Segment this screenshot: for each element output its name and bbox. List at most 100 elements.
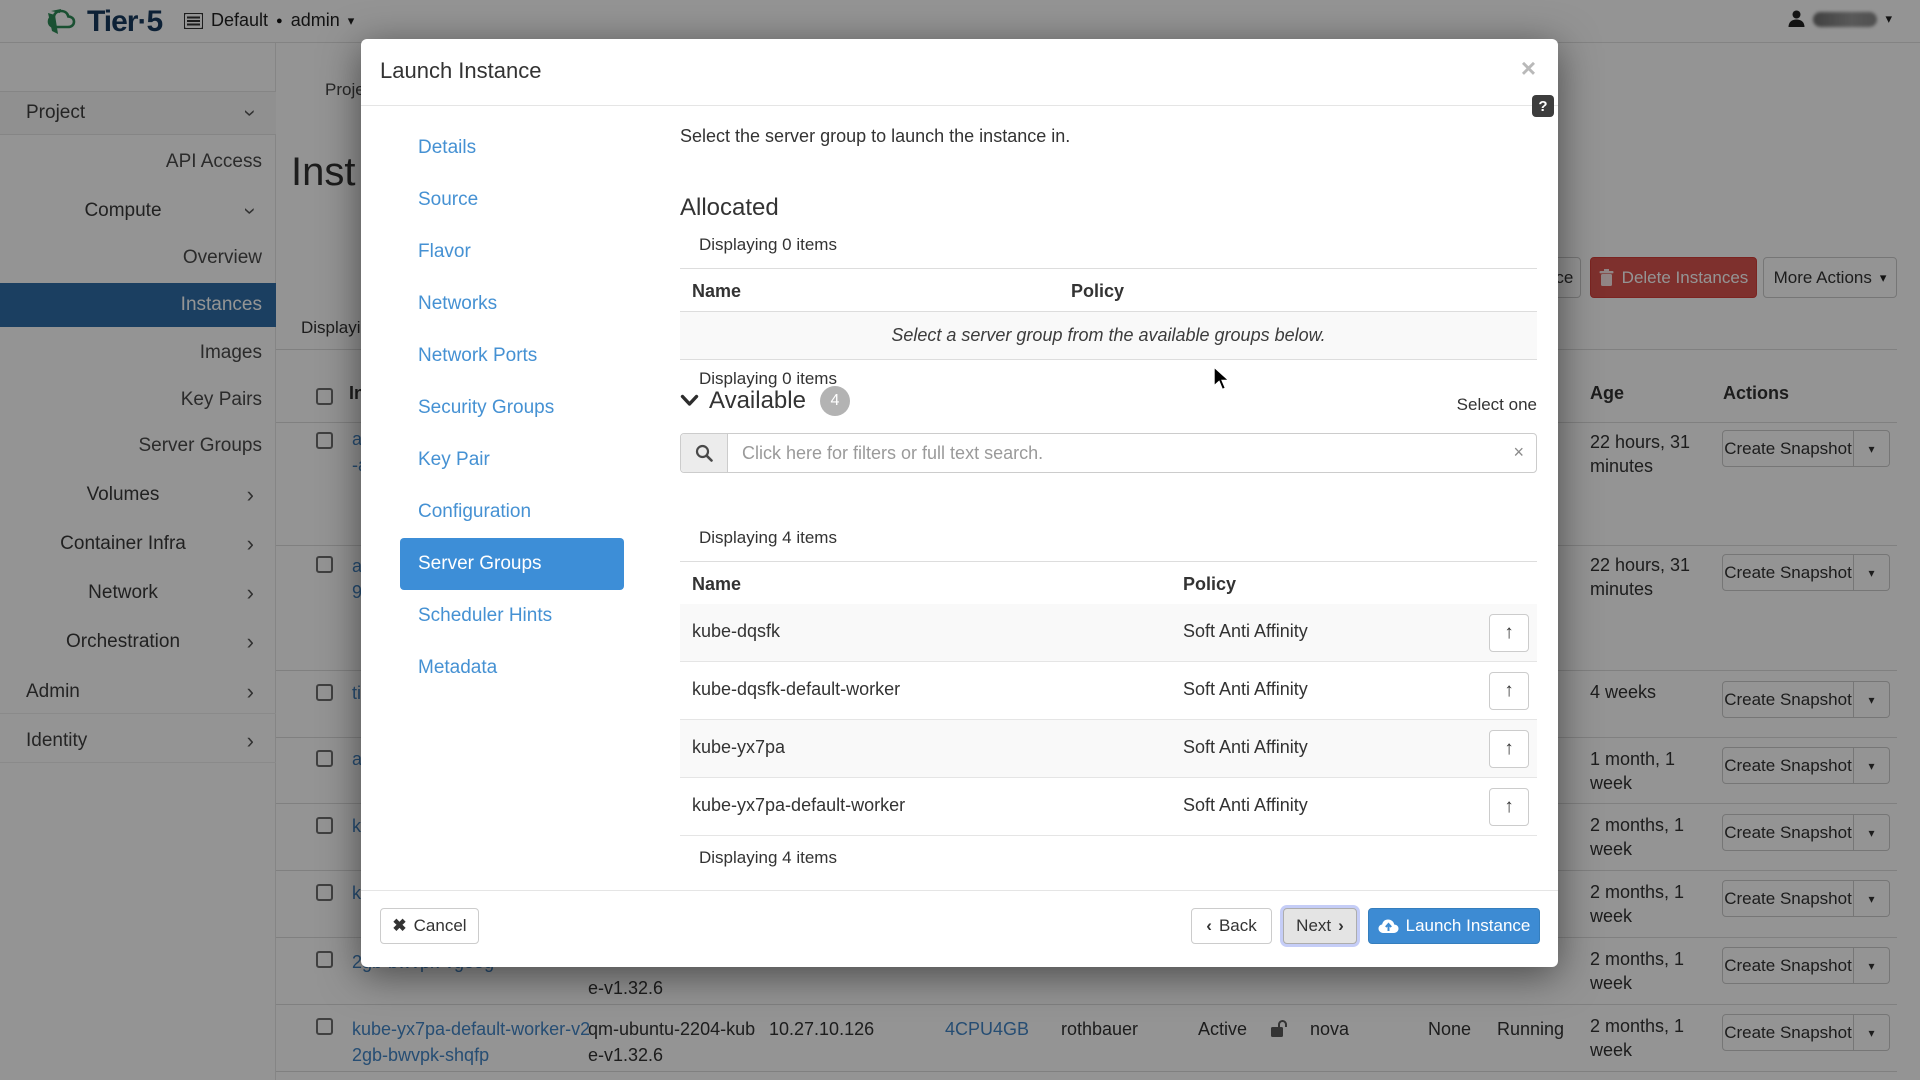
- row-checkbox[interactable]: [316, 684, 333, 701]
- row-checkbox[interactable]: [316, 951, 333, 968]
- sidebar-item-instances[interactable]: Instances: [0, 283, 276, 327]
- create-snapshot-button[interactable]: Create Snapshot: [1722, 430, 1854, 467]
- launch-instance-submit-button[interactable]: Launch Instance: [1368, 908, 1540, 944]
- create-snapshot-button[interactable]: Create Snapshot: [1722, 747, 1854, 784]
- instance-name-link[interactable]: a: [352, 746, 362, 772]
- step-key-pair[interactable]: Key Pair: [418, 449, 490, 470]
- sidebar-item-volumes[interactable]: Volumes ›: [0, 473, 276, 517]
- row-actions-caret[interactable]: ▾: [1854, 814, 1890, 851]
- create-snapshot-button[interactable]: Create Snapshot: [1722, 681, 1854, 718]
- row-actions-caret[interactable]: ▾: [1854, 1014, 1890, 1051]
- row-actions-caret[interactable]: ▾: [1854, 554, 1890, 591]
- select-all-checkbox[interactable]: [316, 388, 333, 405]
- instance-name-link[interactable]: a 9: [352, 553, 362, 605]
- modal-footer: ✖ Cancel ‹ Back Next › Launch Instance: [361, 890, 1558, 967]
- age-cell: 2 months, 1 week: [1590, 882, 1685, 926]
- instance-name-link[interactable]: k: [352, 880, 361, 906]
- sidebar-item-server-groups[interactable]: Server Groups: [0, 424, 276, 468]
- caret-down-icon: ▾: [347, 12, 355, 28]
- sidebar-item-compute[interactable]: Compute ›: [0, 189, 276, 233]
- create-snapshot-button[interactable]: Create Snapshot: [1722, 554, 1854, 591]
- row-checkbox[interactable]: [316, 884, 333, 901]
- sidebar-item-key-pairs[interactable]: Key Pairs: [0, 378, 276, 422]
- row-actions-caret[interactable]: ▾: [1854, 947, 1890, 984]
- instance-name-line1: kube-yx7pa-default-worker-v2: [352, 1019, 591, 1039]
- instance-name-link[interactable]: kube-yx7pa-default-worker-v2 2gb-bwvpk-s…: [352, 1016, 590, 1068]
- sidebar-item-api-access[interactable]: API Access: [0, 140, 276, 184]
- row-actions-caret[interactable]: ▾: [1854, 880, 1890, 917]
- allocate-up-button[interactable]: ↑: [1489, 730, 1529, 768]
- step-networks[interactable]: Networks: [418, 293, 498, 314]
- step-scheduler-hints[interactable]: Scheduler Hints: [418, 605, 553, 626]
- search-icon: [695, 444, 713, 462]
- step-flavor[interactable]: Flavor: [418, 241, 471, 262]
- row-checkbox[interactable]: [316, 432, 333, 449]
- user-menu[interactable]: ▾: [1788, 10, 1892, 28]
- context-domain: Default: [211, 10, 269, 30]
- search-icon-button[interactable]: [681, 434, 728, 472]
- sidebar-item-overview[interactable]: Overview: [0, 236, 276, 280]
- button-label: Cancel: [413, 916, 467, 935]
- brand-name: Tier·5: [87, 5, 163, 38]
- instance-name-line1: k: [352, 883, 361, 903]
- create-snapshot-button[interactable]: Create Snapshot: [1722, 880, 1854, 917]
- sidebar-item-admin[interactable]: Admin ›: [0, 670, 276, 714]
- collapse-chevron-icon[interactable]: [680, 394, 699, 408]
- row-border: [276, 1004, 1897, 1005]
- step-network-ports[interactable]: Network Ports: [418, 345, 538, 366]
- domain-list-icon: [184, 12, 203, 29]
- filter-search-input[interactable]: [728, 434, 1536, 472]
- brand-logo[interactable]: Tier·5: [45, 5, 163, 39]
- sidebar-label: Volumes: [86, 484, 160, 505]
- help-icon[interactable]: ?: [1532, 95, 1554, 117]
- create-snapshot-split-button: Create Snapshot ▾: [1722, 814, 1890, 851]
- create-snapshot-button[interactable]: Create Snapshot: [1722, 947, 1854, 984]
- create-snapshot-button[interactable]: Create Snapshot: [1722, 814, 1854, 851]
- row-actions-caret[interactable]: ▾: [1854, 681, 1890, 718]
- instance-name-link[interactable]: k: [352, 813, 361, 839]
- context-switcher[interactable]: Default ● admin ▾: [184, 10, 354, 31]
- sidebar-item-network[interactable]: Network ›: [0, 571, 276, 615]
- sidebar-item-identity[interactable]: Identity ›: [0, 719, 276, 763]
- available-heading: Available: [709, 387, 806, 414]
- row-actions-caret[interactable]: ▾: [1854, 747, 1890, 784]
- more-actions-button[interactable]: More Actions ▾: [1763, 257, 1897, 298]
- step-source[interactable]: Source: [418, 189, 479, 210]
- step-security-groups[interactable]: Security Groups: [418, 397, 555, 418]
- image-name-cell: e-v1.32.6: [588, 949, 663, 1001]
- instance-name-link[interactable]: ti: [352, 680, 361, 706]
- create-snapshot-button[interactable]: Create Snapshot: [1722, 1014, 1854, 1051]
- row-checkbox[interactable]: [316, 817, 333, 834]
- caret-down-icon: ▾: [1868, 441, 1875, 456]
- sidebar-item-project[interactable]: Project ›: [0, 91, 276, 135]
- allocate-up-button[interactable]: ↑: [1489, 788, 1529, 826]
- row-checkbox[interactable]: [316, 556, 333, 573]
- row-actions-caret[interactable]: ▾: [1854, 430, 1890, 467]
- sidebar-item-container-infra[interactable]: Container Infra ›: [0, 522, 276, 566]
- cloud-upload-icon: [1378, 919, 1399, 933]
- sidebar-label: Compute: [84, 200, 162, 221]
- caret-down-icon: ▾: [1885, 11, 1892, 26]
- cancel-button[interactable]: ✖ Cancel: [380, 908, 479, 944]
- close-icon[interactable]: ×: [1520, 53, 1536, 83]
- key-pair-cell: rothbauer: [1061, 1019, 1139, 1039]
- sidebar-item-images[interactable]: Images: [0, 331, 276, 375]
- create-snapshot-split-button: Create Snapshot ▾: [1722, 681, 1890, 718]
- flavor-link[interactable]: 4CPU4GB: [945, 1019, 1030, 1039]
- button-label: Next: [1296, 916, 1332, 935]
- step-configuration[interactable]: Configuration: [418, 501, 532, 522]
- sidebar-item-orchestration[interactable]: Orchestration ›: [0, 620, 276, 664]
- allocate-up-button[interactable]: ↑: [1489, 614, 1529, 652]
- sidebar-label: Server Groups: [138, 435, 262, 456]
- step-metadata[interactable]: Metadata: [418, 657, 498, 678]
- step-details[interactable]: Details: [418, 137, 477, 158]
- back-button[interactable]: ‹ Back: [1191, 908, 1272, 944]
- allocate-up-button[interactable]: ↑: [1489, 672, 1529, 710]
- delete-instances-button[interactable]: Delete Instances: [1590, 257, 1757, 298]
- next-button[interactable]: Next ›: [1283, 908, 1357, 944]
- row-checkbox[interactable]: [316, 750, 333, 767]
- step-server-groups[interactable]: Server Groups: [400, 538, 624, 590]
- clear-search-icon[interactable]: ×: [1513, 442, 1524, 462]
- row-checkbox[interactable]: [316, 1018, 333, 1035]
